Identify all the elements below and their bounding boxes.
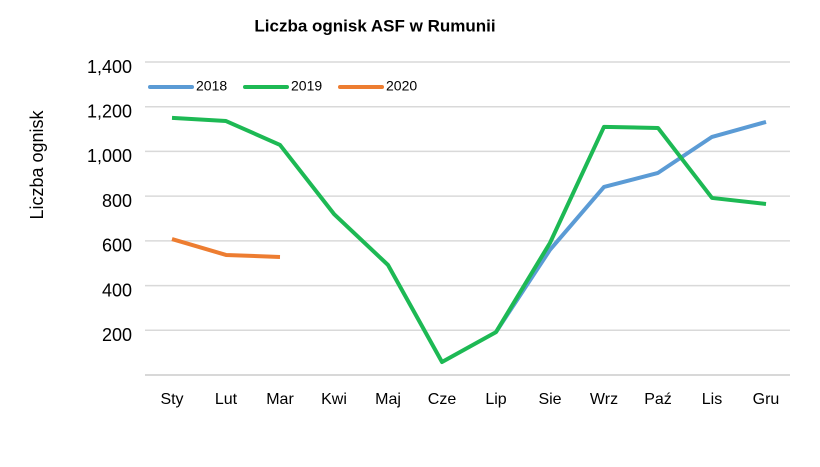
series-line [171,237,281,259]
y-tick-label: 1,200 [87,101,132,121]
x-tick-label: Maj [375,391,401,408]
y-tick-label: 1,000 [87,146,132,166]
x-tick-label: Sty [160,391,183,408]
y-tick-label: 600 [102,236,132,256]
x-tick-label: Lip [485,391,506,408]
series-line [171,115,767,365]
legend-label: 2019 [291,78,322,94]
x-tick-label: Lis [702,391,722,408]
y-tick-label: 400 [102,280,132,300]
x-tick-label: Gru [753,391,780,408]
legend-label: 2020 [386,78,417,94]
x-tick-label: Wrz [590,391,618,408]
x-tick-label: Lut [215,391,238,408]
x-tick-label: Sie [538,391,561,408]
y-axis-label: Liczba ognisk [27,109,47,219]
x-tick-label: Kwi [321,391,347,408]
series-line [494,119,767,334]
x-tick-label: Cze [428,391,457,408]
x-tick-label: Mar [266,391,294,408]
y-tick-label: 800 [102,191,132,211]
y-tick-label: 200 [102,325,132,345]
chart-title: Liczba ognisk ASF w Rumunii [254,16,495,35]
x-tick-label: Paź [644,391,672,408]
y-tick-label: 1,400 [87,57,132,77]
legend-label: 2018 [196,78,227,94]
